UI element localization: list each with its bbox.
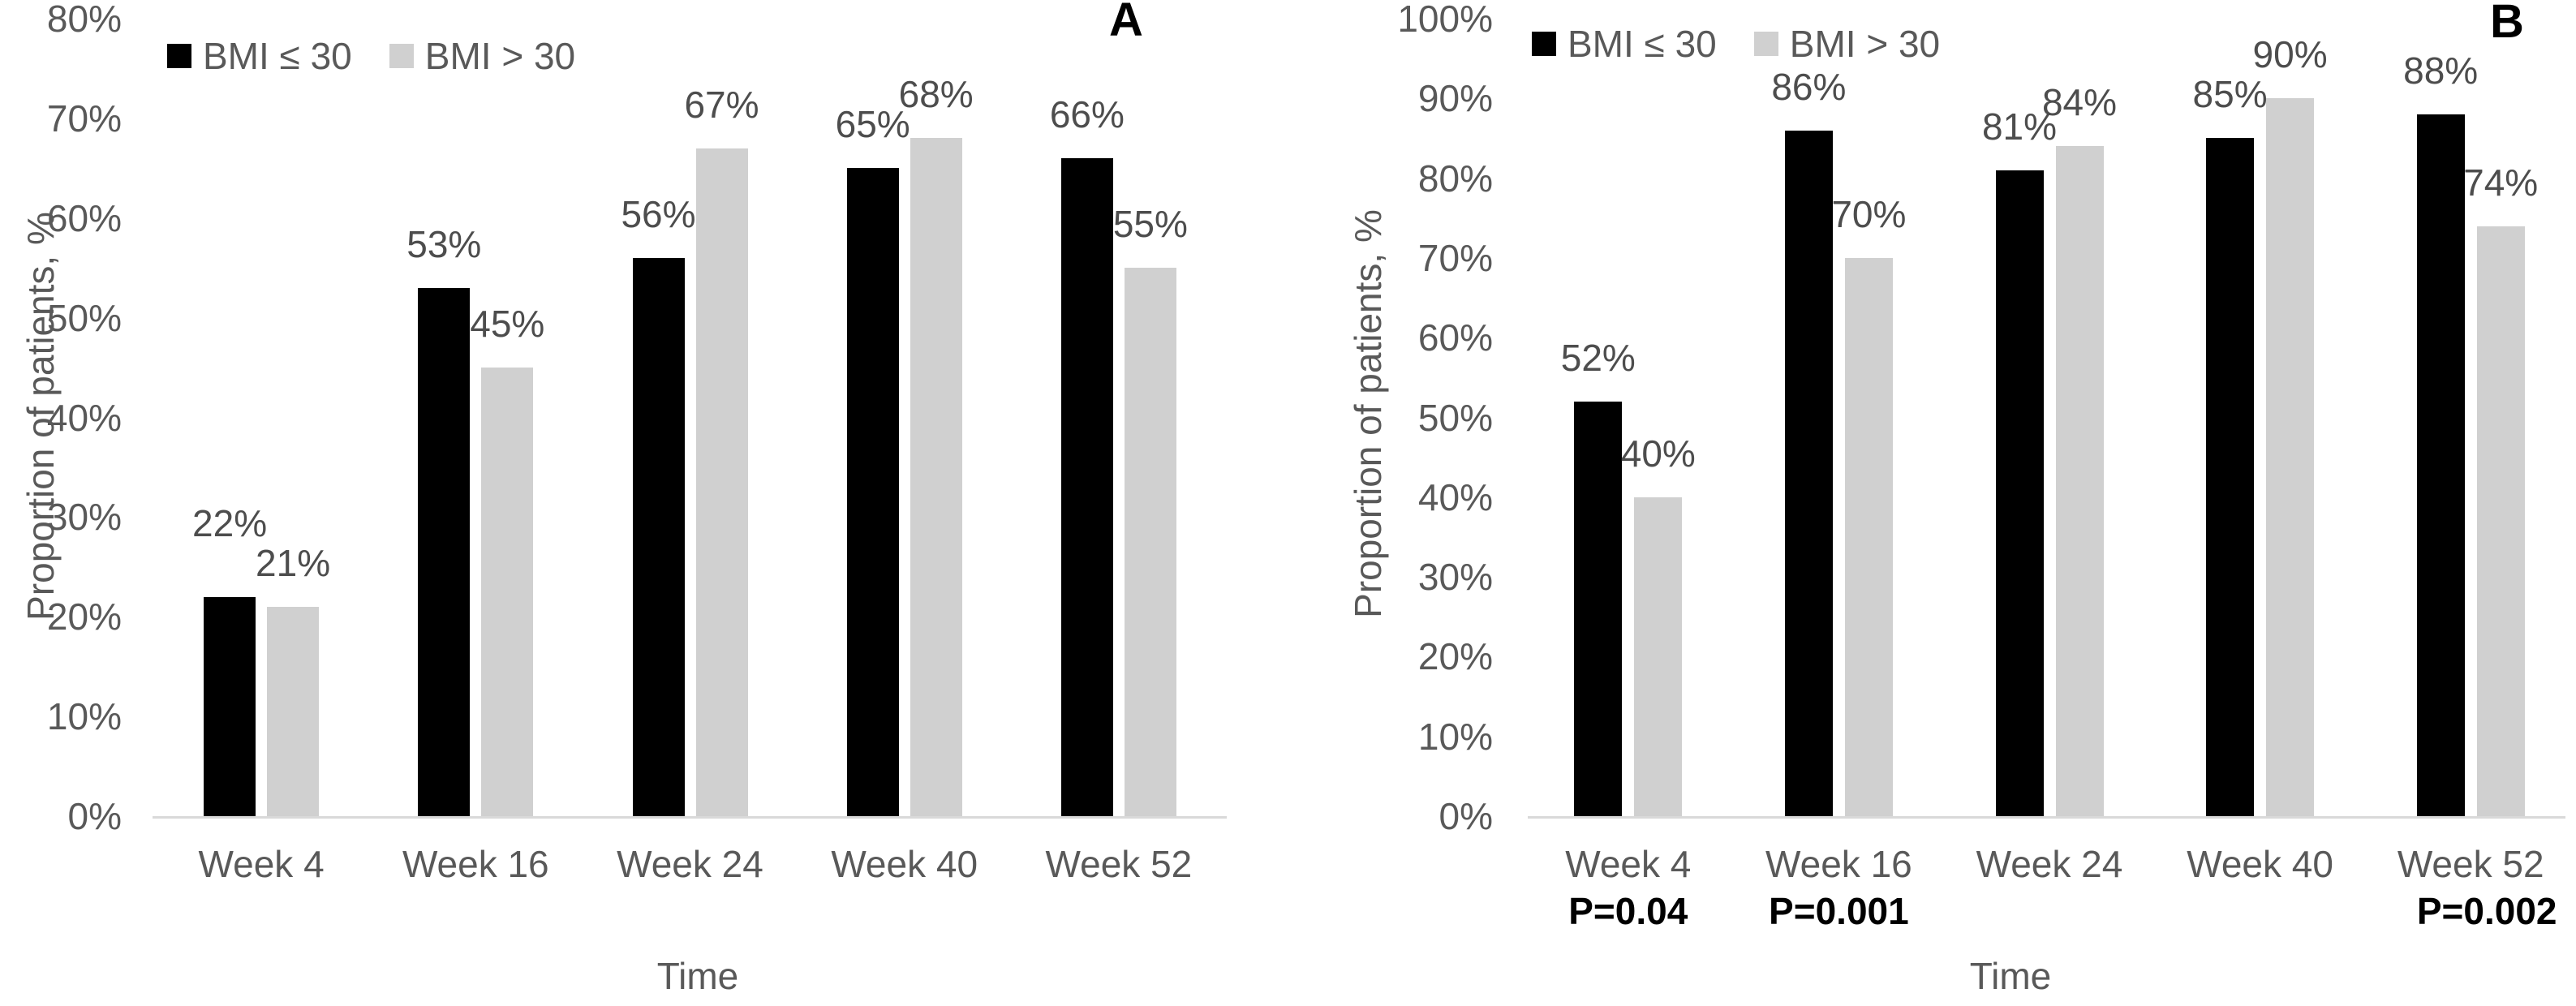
x-tick-label: Week 16 [1765,843,1912,885]
x-tick-label: Week 40 [831,843,978,885]
bar-series-1-week-16 [481,368,534,816]
legend-swatch-black [1532,32,1556,56]
p-value-label: P=0.04 [1568,890,1688,932]
bar-value-label: 85% [2192,73,2268,116]
legend-item: BMI > 30 [389,37,575,75]
legend-swatch-black [167,44,191,68]
x-tick-label: Week 52 [2397,843,2544,885]
x-tick-label: Week 52 [1045,843,1193,885]
bar-value-label: 70% [1831,192,1907,235]
panel-letter: B [2490,0,2524,48]
y-tick-label: 30% [46,496,122,539]
bar-series-1-week-40 [910,138,962,816]
bar-value-label: 40% [1620,432,1696,475]
bar-value-label: 21% [256,541,331,584]
bar-value-label: 65% [835,103,910,146]
x-axis-line [153,816,1227,819]
legend-label: BMI ≤ 30 [1568,23,1717,65]
bar-series-0-week-4 [204,596,256,816]
bar-series-0-week-24 [1995,170,2044,816]
bar-value-label: 53% [406,222,482,265]
bar-series-1-week-52 [1124,268,1176,816]
bar-value-label: 81% [1981,105,2058,148]
bar-series-1-week-4 [267,606,320,816]
bar-series-0-week-16 [418,287,471,816]
legend-label: BMI > 30 [1789,23,1941,65]
bar-value-label: 68% [898,73,974,116]
x-tick-label: Week 24 [617,843,763,885]
bar-value-label: 56% [621,192,696,235]
bar-series-1-week-40 [2266,98,2315,816]
bar-value-label: 55% [1112,203,1188,246]
legend-item: BMI ≤ 30 [167,37,352,75]
legend-item: BMI ≤ 30 [1532,25,1717,62]
x-tick-label: Week 24 [1976,843,2123,885]
legend-item: BMI > 30 [1753,23,1941,65]
y-tick-label: 40% [46,396,122,439]
bar-series-0-week-4 [1574,401,1623,816]
y-tick-label: 10% [46,695,122,738]
bar-series-0-week-40 [846,168,899,816]
y-tick-label: 30% [1417,556,1493,599]
y-tick-label: 100% [1397,0,1493,40]
bar-series-1-week-4 [1634,497,1683,816]
bar-value-label: 45% [470,303,545,346]
y-tick-label: 60% [46,196,122,239]
x-tick-label: Week 16 [402,843,549,885]
bar-value-label: 84% [2041,81,2118,124]
legend: BMI ≤ 30 BMI > 30 [1532,25,1977,62]
bar-value-label: 52% [1560,336,1636,379]
x-tick-label: Week 40 [2187,843,2333,885]
y-tick-label: 70% [1417,236,1493,279]
x-tick-label: Week 4 [1565,843,1692,885]
bar-value-label: 74% [2463,161,2539,204]
y-tick-label: 70% [46,97,122,140]
bar-value-label: 22% [192,501,268,544]
bar-value-label: 88% [2403,49,2479,92]
bar-series-0-week-24 [632,257,685,816]
p-value-label: P=0.001 [1769,890,1909,932]
bar-series-1-week-16 [1844,257,1893,816]
y-tick-label: 50% [46,296,122,339]
y-tick-label: 20% [1417,635,1493,678]
legend-label: BMI > 30 [424,35,576,77]
y-tick-label: 40% [1417,475,1493,518]
bar-value-label: 86% [1771,65,1847,108]
bar-series-0-week-40 [2206,138,2255,816]
bar-value-label: 67% [684,83,759,126]
p-value-label: P=0.002 [2416,890,2557,932]
y-tick-label: 80% [1417,157,1493,200]
y-tick-label: 20% [46,595,122,638]
bar-series-1-week-52 [2476,226,2525,816]
y-tick-label: 90% [1417,77,1493,120]
x-axis-title: Time [656,955,739,997]
panel-letter: A [1109,0,1143,46]
bar-series-0-week-16 [1784,130,1833,816]
bar-value-label: 66% [1049,93,1125,136]
x-axis-line [1528,816,2565,819]
bar-series-1-week-24 [2055,146,2104,816]
y-tick-label: 0% [67,795,122,837]
bar-series-1-week-24 [695,148,748,816]
y-tick-label: 50% [1417,396,1493,439]
x-tick-label: Week 4 [198,843,325,885]
y-tick-label: 0% [1439,795,1493,837]
x-axis-title: Time [1969,955,2052,997]
legend-label: BMI ≤ 30 [203,35,352,77]
legend-swatch-gray [389,44,414,68]
y-tick-label: 60% [1417,316,1493,359]
y-tick-label: 80% [46,0,122,40]
legend: BMI ≤ 30 BMI > 30 [167,37,613,75]
bar-value-label: 90% [2252,33,2328,76]
legend-swatch-gray [1753,32,1778,56]
bar-series-0-week-52 [2416,114,2465,816]
y-tick-label: 10% [1417,715,1493,758]
bar-series-0-week-52 [1060,158,1113,816]
